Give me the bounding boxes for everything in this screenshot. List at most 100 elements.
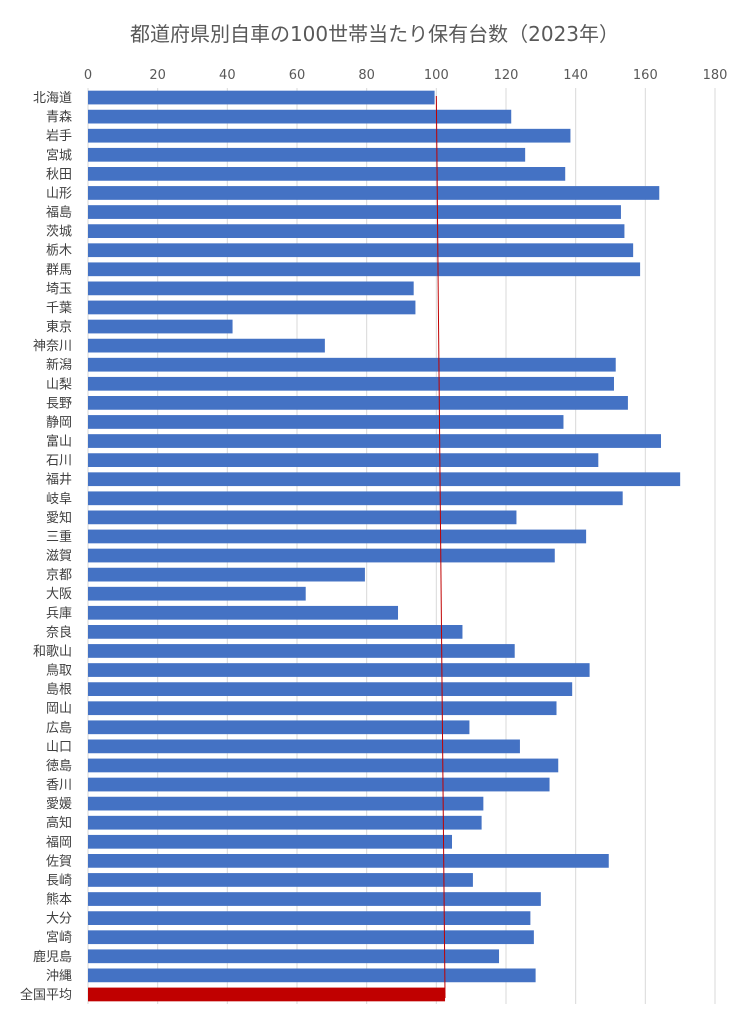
reference-line-group <box>435 95 446 999</box>
category-label: 埼玉 <box>46 282 72 297</box>
category-label: 石川 <box>46 454 72 469</box>
category-label: 山形 <box>46 186 72 201</box>
x-tick-label: 180 <box>703 68 728 83</box>
category-label: 広島 <box>46 721 72 736</box>
category-label: 大阪 <box>46 587 72 602</box>
x-tick-label: 120 <box>494 68 519 83</box>
bar <box>88 586 306 601</box>
category-label: 三重 <box>46 529 72 545</box>
category-label: 富山 <box>46 434 72 450</box>
category-label: 岩手 <box>46 129 72 144</box>
bar <box>88 567 365 582</box>
x-tick-label: 80 <box>358 68 375 83</box>
bar <box>88 663 590 677</box>
category-label: 秋田 <box>46 167 72 182</box>
bar <box>88 338 325 353</box>
category-label: 青森 <box>46 110 72 125</box>
category-label: 福岡 <box>46 835 72 850</box>
x-tick-label: 60 <box>289 68 306 83</box>
x-tick-label: 100 <box>424 68 449 83</box>
bar-national-average <box>88 987 446 1002</box>
category-label: 愛知 <box>46 510 72 526</box>
bar <box>88 472 681 487</box>
category-label: 島根 <box>46 683 72 698</box>
bar <box>88 873 473 887</box>
category-label: 熊本 <box>46 892 72 908</box>
bar <box>88 777 550 792</box>
x-tick-label: 40 <box>219 68 236 83</box>
bar <box>88 834 453 849</box>
category-label: 鳥取 <box>46 664 72 679</box>
bar <box>88 911 531 925</box>
x-tick-label: 20 <box>149 68 166 83</box>
bar <box>88 682 573 696</box>
bar <box>88 128 571 143</box>
category-label: 佐賀 <box>46 854 72 869</box>
bar <box>88 605 399 620</box>
category-label: 京都 <box>46 568 72 583</box>
bar <box>88 109 512 124</box>
bar <box>88 262 641 277</box>
category-label: 奈良 <box>46 624 72 640</box>
category-label: 和歌山 <box>33 644 72 659</box>
category-label: 高知 <box>46 815 72 831</box>
category-label: 東京 <box>46 319 72 335</box>
chart-title: 都道府県別自車の100世帯当たり保有台数（2023年） <box>129 22 620 46</box>
bar <box>88 224 625 238</box>
category-label: 鹿児島 <box>33 949 72 965</box>
bar <box>88 720 470 735</box>
bar <box>88 930 534 945</box>
bar <box>88 415 564 429</box>
bar <box>88 453 599 467</box>
bar <box>88 644 515 658</box>
bar <box>88 548 555 563</box>
category-label: 千葉 <box>46 301 72 316</box>
category-label: 長崎 <box>46 873 72 888</box>
bar <box>88 510 517 525</box>
bar <box>88 815 482 830</box>
grid-lines <box>87 88 716 1004</box>
category-label: 兵庫 <box>46 606 72 621</box>
category-label: 福井 <box>46 473 72 488</box>
bar <box>88 434 662 448</box>
category-label: 愛媛 <box>46 797 72 812</box>
bar <box>88 529 587 544</box>
bar <box>88 854 609 868</box>
bar <box>88 167 566 181</box>
category-label: 岐阜 <box>46 491 72 507</box>
bar <box>88 739 520 754</box>
bar <box>88 186 660 200</box>
category-label: 全国平均 <box>20 987 72 1003</box>
category-label: 山口 <box>46 740 72 755</box>
category-label: 岡山 <box>46 702 72 717</box>
category-label: 北海道 <box>33 91 72 106</box>
x-axis-ticks: 0 20 40 60 80 100 120 140 160 180 <box>84 68 728 83</box>
bar <box>88 625 463 639</box>
x-tick-label: 140 <box>563 68 588 83</box>
bar <box>88 281 414 296</box>
category-label: 新潟 <box>46 357 72 373</box>
category-label: 茨城 <box>46 225 72 240</box>
bars <box>88 90 681 1002</box>
bar <box>88 491 623 506</box>
category-label: 宮崎 <box>46 930 72 946</box>
bar <box>88 949 500 964</box>
category-label: 滋賀 <box>46 549 72 564</box>
category-label: 山梨 <box>46 377 72 392</box>
bar <box>88 758 559 773</box>
bar <box>88 147 526 162</box>
category-label: 宮城 <box>46 147 72 163</box>
bar <box>88 205 621 219</box>
bar <box>88 319 233 334</box>
category-label: 神奈川 <box>33 339 72 354</box>
bar <box>88 968 536 983</box>
bar <box>88 300 416 315</box>
y-axis-categories: 北海道青森岩手宮城秋田山形福島茨城栃木群馬埼玉千葉東京神奈川新潟山梨長野静岡富山… <box>20 91 72 1003</box>
reference-line <box>435 95 446 999</box>
category-label: 群馬 <box>46 263 72 278</box>
bar <box>88 376 614 391</box>
bar <box>88 796 484 811</box>
category-label: 静岡 <box>46 415 72 430</box>
x-tick-label: 160 <box>633 68 658 83</box>
